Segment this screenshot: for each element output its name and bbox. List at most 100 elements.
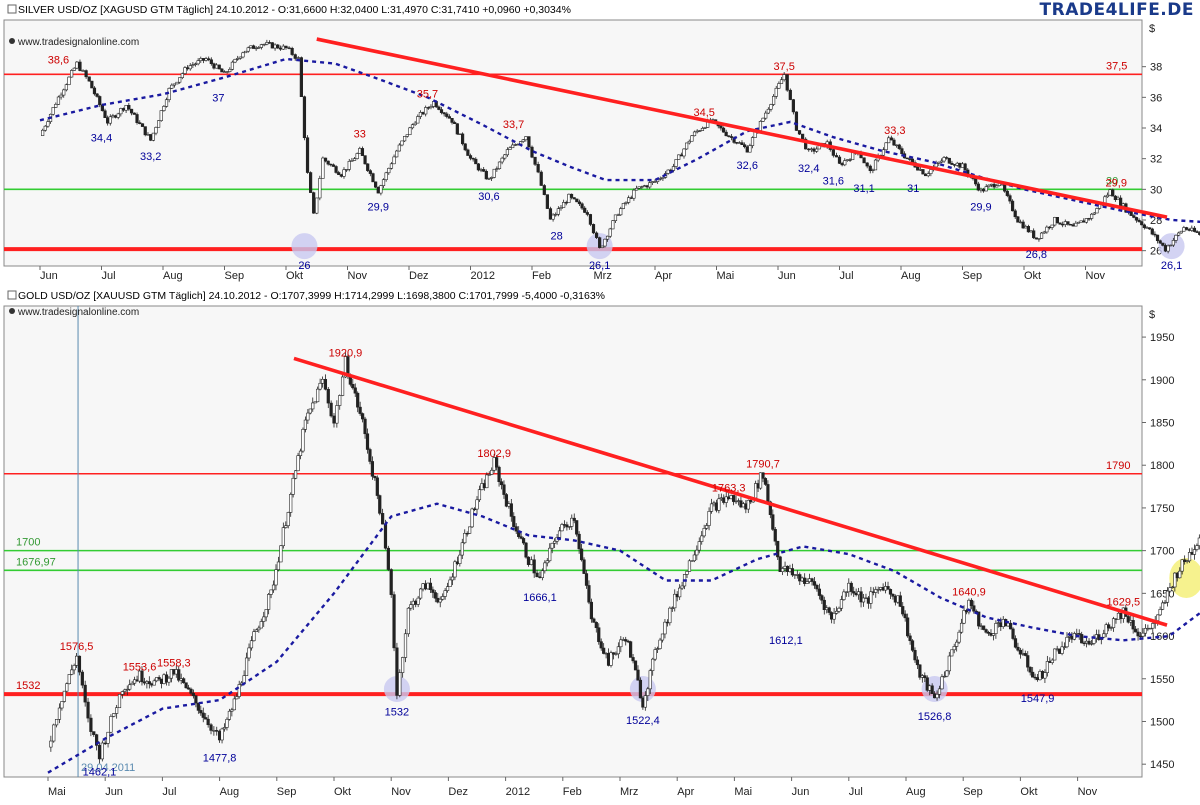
candle-body	[119, 108, 123, 115]
candle-body	[1023, 653, 1027, 656]
candle-body	[409, 604, 413, 609]
candle-body	[703, 127, 707, 129]
candle-body	[308, 408, 312, 414]
candle-body	[987, 184, 991, 187]
candle-body	[1055, 217, 1059, 224]
candle-body	[913, 650, 917, 661]
candle-body	[453, 561, 457, 578]
candle-body	[908, 635, 912, 642]
horizontal-line-label: 37,5	[1106, 60, 1127, 72]
candle-body	[950, 649, 954, 657]
candle-body	[243, 50, 248, 54]
candle-body	[267, 42, 272, 44]
candle-body	[206, 718, 210, 726]
candle-body	[1148, 227, 1152, 230]
x-tick-label: Nov	[348, 270, 368, 282]
candle-body	[1024, 226, 1028, 229]
candle-body	[162, 106, 166, 111]
candle-body	[942, 157, 946, 162]
candle-body	[77, 655, 82, 673]
candle-body	[790, 568, 795, 576]
candle-body	[298, 450, 303, 456]
candle-body	[529, 559, 533, 565]
candle-body	[583, 207, 587, 213]
candle-body	[769, 104, 773, 110]
candle-body	[1105, 194, 1110, 198]
high-label: 33	[354, 128, 366, 140]
candle-body	[437, 106, 441, 110]
high-label: 33,7	[503, 119, 524, 131]
candle-body	[695, 130, 699, 133]
candle-body	[1126, 616, 1130, 623]
candle-body	[690, 560, 694, 562]
candle-body	[428, 582, 433, 591]
candle-body	[1008, 195, 1012, 202]
candle-body	[580, 203, 584, 209]
candle-body	[450, 576, 455, 581]
candle-body	[49, 740, 53, 748]
candle-body	[960, 163, 965, 168]
x-tick-label: Nov	[391, 786, 411, 798]
candle-body	[781, 568, 785, 572]
candle-body	[1168, 587, 1172, 592]
candle-body	[682, 148, 686, 157]
y-tick-label: 30	[1150, 184, 1162, 196]
candle-body	[957, 631, 961, 643]
candle-body	[1165, 590, 1170, 603]
low-label: 28	[550, 231, 562, 243]
candle-body	[83, 684, 87, 703]
candle-body	[1173, 572, 1177, 588]
y-tick-label: 1800	[1150, 460, 1174, 472]
low-label: 37	[212, 93, 224, 105]
candle-body	[209, 59, 213, 65]
candle-body	[603, 238, 607, 247]
candle-body	[719, 125, 723, 129]
candle-body	[232, 698, 236, 711]
candle-body	[532, 559, 536, 574]
candle-body	[861, 597, 866, 603]
candle-body	[862, 157, 866, 164]
low-label: 1477,8	[203, 753, 237, 765]
candle-body	[1005, 190, 1009, 196]
candle-body	[340, 376, 345, 396]
candle-body	[487, 474, 491, 476]
candle-body	[392, 156, 396, 165]
candle-body	[386, 547, 390, 570]
candle-body	[353, 387, 357, 394]
candle-body	[1197, 537, 1200, 546]
currency-label: $	[1149, 309, 1155, 321]
candle-body	[450, 118, 454, 123]
candle-body	[299, 57, 303, 97]
candle-body	[172, 83, 177, 86]
candle-body	[159, 110, 163, 121]
candle-body	[670, 607, 674, 609]
candle-body	[952, 164, 957, 166]
candle-body	[884, 142, 888, 151]
candle-body	[95, 734, 99, 746]
x-tick-label: Jul	[849, 786, 863, 798]
candle-body	[1195, 231, 1199, 233]
trendline	[293, 356, 1168, 627]
candle-body	[1107, 624, 1111, 629]
brand-logo: TRADE4LIFE.DE	[1039, 0, 1194, 20]
candle-body	[366, 163, 370, 171]
high-label: 1920,9	[329, 347, 363, 359]
candle-body	[154, 127, 158, 134]
candle-body	[92, 87, 97, 95]
candle-body	[679, 154, 683, 157]
candle-body	[125, 688, 129, 691]
candle-body	[1087, 640, 1091, 645]
candle-body	[873, 159, 878, 171]
candle-body	[429, 106, 433, 108]
candle-body	[560, 524, 564, 532]
candle-body	[1077, 633, 1081, 635]
low-label: 1666,1	[523, 592, 557, 604]
candle-body	[270, 42, 274, 49]
candle-body	[138, 122, 142, 124]
candle-body	[804, 138, 808, 150]
candle-body	[235, 696, 239, 700]
candle-body	[1053, 217, 1057, 226]
candle-body	[445, 113, 449, 117]
candle-body	[123, 689, 127, 692]
candle-body	[140, 670, 144, 683]
